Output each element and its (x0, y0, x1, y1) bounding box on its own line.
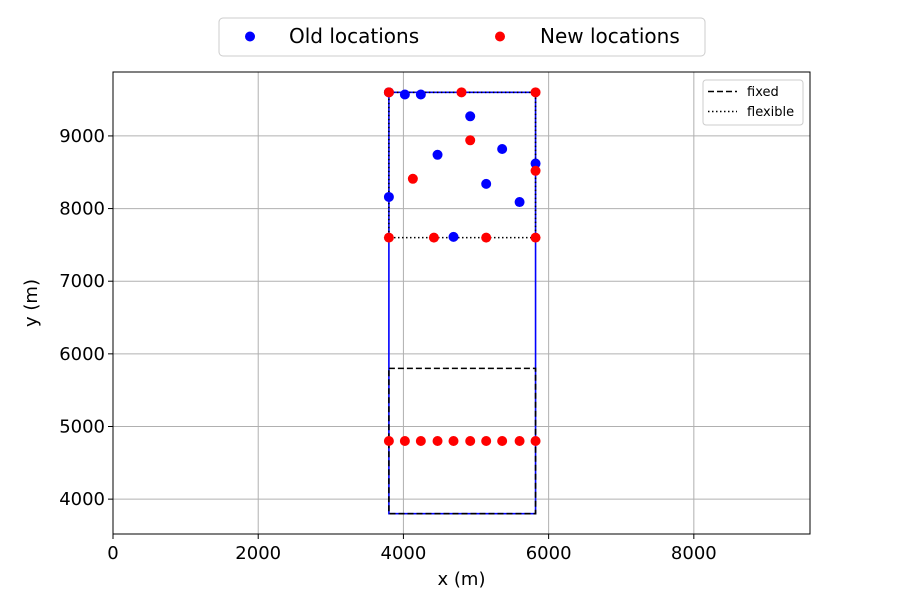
new-location-point (497, 436, 508, 447)
new-location-point (514, 436, 525, 447)
new-location-point (399, 436, 410, 447)
x-tick-label: 6000 (526, 543, 572, 564)
new-location-point (465, 135, 476, 146)
old-location-point (383, 191, 394, 202)
new-location-point (448, 436, 459, 447)
axis-ticks: 0 2000 4000 6000 8000 4000 5000 6000 7000 8000 900… (59, 126, 717, 564)
new-location-point (407, 173, 418, 184)
y-tick-label: 6000 (59, 344, 105, 365)
new-location-point (428, 232, 439, 243)
legend-flexible-label: flexible (747, 105, 794, 120)
new-location-point (456, 87, 467, 98)
legend-fixed-label: fixed (747, 85, 779, 100)
new-location-point (383, 232, 394, 243)
new-location-point (530, 436, 541, 447)
y-tick-label: 5000 (59, 416, 105, 437)
new-location-point (530, 165, 541, 176)
x-tick-label: 0 (107, 543, 118, 564)
legend-old-label: Old locations (289, 24, 419, 48)
domain-outline (388, 91, 537, 515)
fixed-region (388, 367, 537, 515)
plot-frame (112, 71, 811, 535)
new-location-point (432, 436, 443, 447)
old-location-point (415, 89, 426, 100)
legend-inner: fixed flexible (702, 79, 804, 126)
new-location-point (530, 87, 541, 98)
legend-old-marker (245, 31, 255, 42)
y-tick-label: 8000 (59, 199, 105, 220)
x-tick-label: 8000 (671, 543, 717, 564)
legend-new-marker (495, 31, 505, 42)
new-location-point (383, 436, 394, 447)
data-points (383, 87, 541, 447)
y-tick-label: 4000 (59, 489, 105, 510)
x-axis-label: x (m) (438, 569, 486, 590)
y-axis-label: y (m) (21, 279, 42, 327)
new-location-point (481, 436, 492, 447)
old-location-point (530, 158, 541, 169)
new-location-point (415, 436, 426, 447)
new-location-point (465, 436, 476, 447)
old-location-point (514, 197, 525, 208)
legend-top-box (218, 17, 706, 57)
new-location-point (481, 232, 492, 243)
legend-top: Old locations New locations (218, 17, 706, 57)
old-location-point (465, 111, 476, 122)
x-tick-label: 4000 (381, 543, 427, 564)
old-location-point (399, 89, 410, 100)
flexible-region (388, 91, 537, 239)
new-location-point (530, 232, 541, 243)
y-tick-label: 9000 (59, 126, 105, 147)
old-location-point (481, 178, 492, 189)
y-tick-label: 7000 (59, 271, 105, 292)
old-location-point (432, 149, 443, 160)
new-location-point (383, 87, 394, 98)
x-tick-label: 2000 (235, 543, 281, 564)
old-location-point (448, 231, 459, 242)
old-location-point (497, 144, 508, 154)
legend-new-label: New locations (540, 24, 680, 48)
region-rectangles (388, 91, 537, 515)
grid (112, 72, 810, 534)
